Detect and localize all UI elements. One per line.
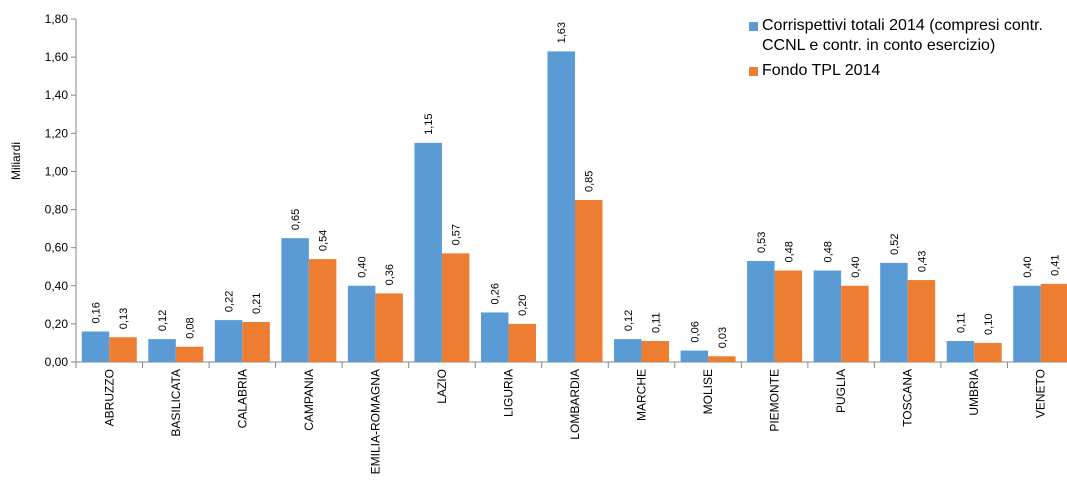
data-label: 0,13: [118, 308, 130, 329]
legend-item-corrispettivi: Corrispettivi totali 2014 (compresi cont…: [749, 16, 1059, 56]
data-label: 0,36: [384, 264, 396, 285]
data-label: 0,06: [689, 321, 701, 342]
y-tick-label: 0,60: [45, 241, 69, 255]
bar-fondo-tpl: [774, 270, 803, 362]
y-tick-label: 1,80: [45, 12, 69, 26]
category-label: PUGLIA: [834, 369, 848, 413]
bar-corrispettivi: [747, 261, 775, 362]
y-tick-label: 0,20: [45, 317, 69, 331]
data-labels: 0,16 0,12 0,22 0,65 0,40 1,15 0,26 1,63 0,12 0,06…: [91, 22, 1062, 348]
data-label: 0,12: [623, 310, 635, 331]
bar-corrispettivi: [547, 51, 575, 363]
data-label: 0,11: [650, 312, 662, 333]
bar-corrispettivi: [414, 142, 442, 362]
bar-corrispettivi: [813, 270, 842, 362]
bar-fondo-tpl: [175, 346, 204, 362]
data-label: 0,16: [91, 302, 103, 323]
y-tick-label: 1,20: [45, 126, 69, 140]
category-label: LAZIO: [435, 369, 449, 404]
category-label: LOMBARDIA: [568, 369, 582, 440]
category-label: TOSCANA: [901, 369, 915, 427]
bar-corrispettivi: [1013, 285, 1041, 362]
category-label: LIGURIA: [501, 369, 515, 417]
legend-swatch-corrispettivi: [749, 22, 758, 31]
data-label: 0,21: [251, 293, 263, 314]
bar-fondo-tpl: [508, 323, 536, 362]
data-label: 0,43: [916, 251, 928, 272]
category-label: ABRUZZO: [102, 369, 116, 426]
category-label: PIEMONTE: [768, 369, 782, 432]
category-label: VENETO: [1034, 369, 1048, 418]
data-label: 1,15: [423, 113, 435, 134]
y-tick-label: 0,40: [45, 279, 69, 293]
legend-item-fondo-tpl: Fondo TPL 2014: [749, 61, 1059, 81]
data-label: 0,65: [290, 209, 302, 230]
category-labels: ABRUZZO BASILICATA CALABRIA CAMPANIA EMILIA-…: [102, 369, 1047, 474]
data-label: 0,08: [185, 317, 197, 338]
bar-corrispettivi: [480, 312, 509, 362]
data-label: 0,20: [517, 294, 529, 315]
data-label: 0,10: [983, 314, 995, 335]
data-label: 0,54: [318, 230, 330, 251]
data-label: 0,40: [850, 256, 862, 277]
category-label: MOLISE: [701, 369, 715, 414]
data-label: 0,48: [783, 241, 795, 262]
y-tick-labels: 0,00 0,20 0,40 0,60 0,80 1,00 1,20 1,40 1,60 1,80: [45, 12, 69, 369]
bars: [81, 51, 1067, 363]
data-label: 0,48: [822, 241, 834, 262]
legend: Corrispettivi totali 2014 (compresi cont…: [749, 16, 1059, 86]
legend-label-corrispettivi: Corrispettivi totali 2014 (compresi cont…: [762, 17, 1043, 54]
data-label: 0,03: [717, 327, 729, 348]
bar-fondo-tpl: [575, 200, 603, 362]
bar-fondo-tpl: [109, 337, 137, 362]
bar-corrispettivi: [347, 285, 376, 362]
bar-corrispettivi: [281, 238, 309, 362]
bar-corrispettivi: [81, 331, 110, 362]
data-label: 0,85: [584, 171, 596, 192]
data-label: 0,11: [955, 312, 967, 333]
legend-label-fondo-tpl: Fondo TPL 2014: [762, 62, 881, 79]
data-label: 0,57: [451, 224, 463, 245]
category-label: CAMPANIA: [302, 369, 316, 431]
data-label: 0,40: [1022, 256, 1034, 277]
data-label: 0,52: [889, 233, 901, 254]
y-tick-label: 1,00: [45, 164, 69, 178]
bar-fondo-tpl: [1040, 283, 1067, 362]
bar-corrispettivi: [946, 341, 975, 362]
bar-fondo-tpl: [375, 293, 403, 362]
y-tick-label: 1,40: [45, 88, 69, 102]
bar-fondo-tpl: [841, 285, 869, 362]
data-label: 0,40: [357, 256, 369, 277]
y-axis-label: Miliardi: [9, 142, 23, 180]
bar-fondo-tpl: [308, 259, 337, 362]
y-tick-label: 0,00: [45, 355, 69, 369]
category-label: MARCHE: [635, 369, 649, 421]
bar-corrispettivi: [614, 339, 642, 362]
data-label: 1,63: [556, 22, 568, 43]
bar-corrispettivi: [880, 262, 908, 362]
bar-corrispettivi: [148, 339, 176, 362]
bar-fondo-tpl: [641, 341, 670, 362]
category-label: UMBRIA: [967, 369, 981, 416]
bar-corrispettivi: [680, 350, 709, 362]
data-label: 0,53: [756, 232, 768, 253]
bar-fondo-tpl: [907, 280, 936, 362]
bar-fondo-tpl: [441, 253, 470, 362]
bar-fondo-tpl: [974, 342, 1002, 362]
category-label: EMILIA-ROMAGNA: [368, 369, 382, 474]
bar-fondo-tpl: [708, 356, 736, 362]
y-tick-label: 1,60: [45, 50, 69, 64]
data-label: 0,12: [157, 310, 169, 331]
legend-swatch-fondo-tpl: [749, 67, 758, 76]
data-label: 0,26: [490, 283, 502, 304]
category-label: BASILICATA: [169, 369, 183, 437]
data-label: 0,41: [1049, 254, 1061, 275]
data-label: 0,22: [224, 291, 236, 312]
category-label: CALABRIA: [235, 369, 249, 428]
bar-corrispettivi: [214, 320, 243, 362]
y-tick-label: 0,80: [45, 203, 69, 217]
bar-fondo-tpl: [242, 321, 270, 362]
